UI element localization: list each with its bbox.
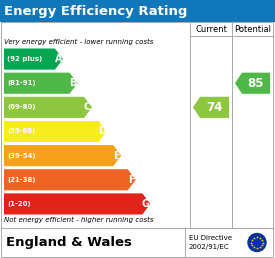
Text: B: B [69, 78, 76, 88]
Text: (92 plus): (92 plus) [7, 56, 42, 62]
Text: (55-68): (55-68) [7, 128, 35, 134]
Bar [1, 228, 273, 257]
Text: (69-80): (69-80) [7, 104, 35, 110]
Text: Potential: Potential [234, 25, 271, 34]
Text: Energy Efficiency Rating: Energy Efficiency Rating [4, 4, 187, 18]
Text: EU Directive: EU Directive [189, 236, 232, 241]
Text: A: A [54, 54, 62, 64]
Polygon shape [4, 121, 107, 142]
Text: (21-38): (21-38) [7, 177, 35, 183]
Text: England & Wales: England & Wales [6, 236, 132, 249]
Text: (1-20): (1-20) [7, 201, 31, 207]
Polygon shape [4, 73, 78, 94]
Text: E: E [114, 151, 120, 161]
Text: G: G [141, 199, 149, 209]
Text: Current: Current [195, 25, 227, 34]
Polygon shape [193, 97, 229, 118]
Polygon shape [235, 73, 270, 94]
Polygon shape [4, 49, 63, 70]
Polygon shape [4, 97, 92, 118]
Polygon shape [4, 193, 150, 214]
Bar [0, 0, 275, 22]
Bar [1, 22, 273, 228]
Text: D: D [98, 126, 106, 136]
Text: (81-91): (81-91) [7, 80, 36, 86]
Text: C: C [84, 102, 91, 112]
Polygon shape [4, 145, 121, 166]
Text: 85: 85 [248, 77, 264, 90]
Text: 2002/91/EC: 2002/91/EC [189, 244, 230, 249]
Text: Not energy efficient - higher running costs: Not energy efficient - higher running co… [4, 217, 153, 223]
Circle shape [248, 233, 266, 252]
Text: F: F [128, 175, 135, 185]
Text: Very energy efficient - lower running costs: Very energy efficient - lower running co… [4, 38, 153, 45]
Polygon shape [4, 169, 136, 190]
Text: (39-54): (39-54) [7, 153, 36, 159]
Text: 74: 74 [206, 101, 223, 114]
